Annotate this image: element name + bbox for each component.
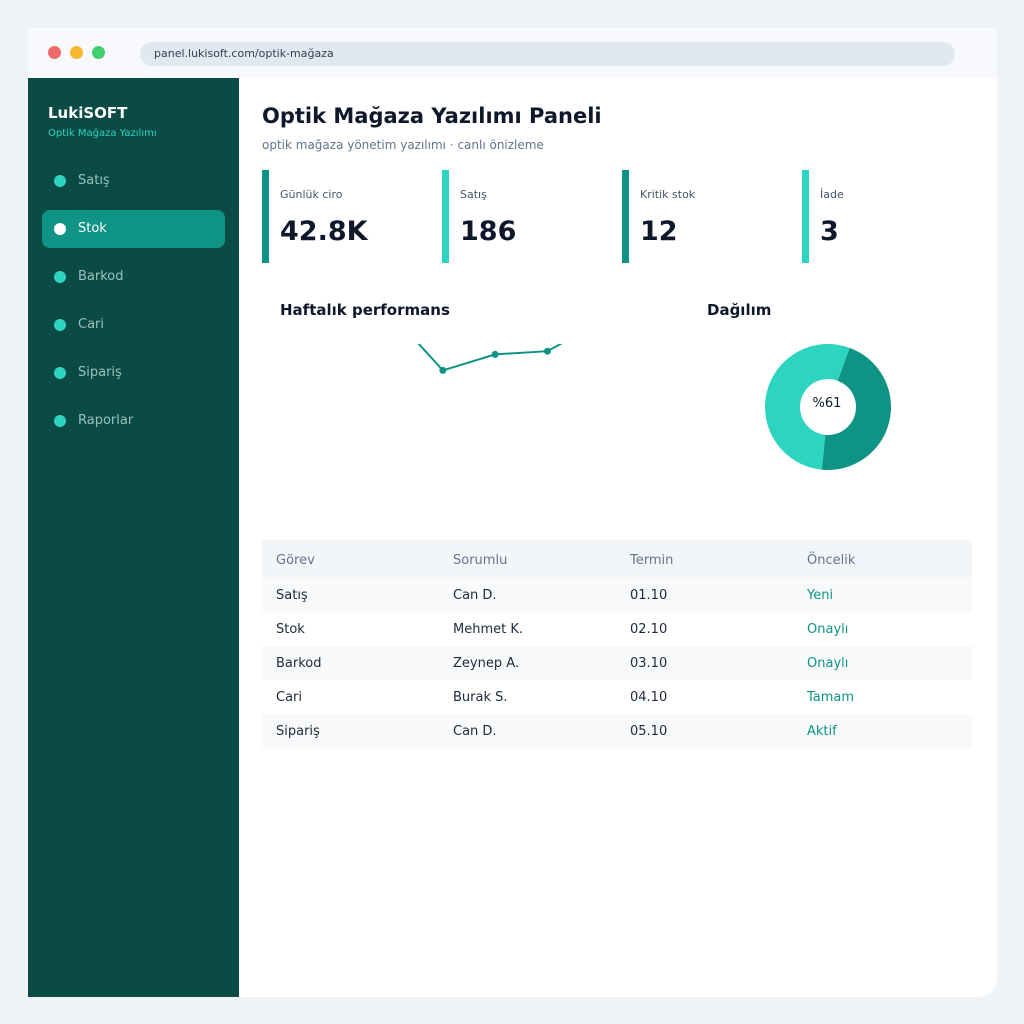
- cell-oncelik-status: Onaylı: [807, 622, 849, 637]
- kpi-value: 3: [820, 216, 839, 247]
- performance-title: Haftalık performans: [280, 301, 450, 319]
- table-row[interactable]: Barkod Zeynep A. 03.10 Onaylı: [262, 646, 972, 680]
- nav-dot-icon: [54, 319, 66, 331]
- cell-termin: 05.10: [630, 724, 668, 739]
- donut-center-label: %61: [812, 396, 842, 411]
- table-header-row: Görev Sorumlu Termin Öncelik: [262, 540, 972, 578]
- kpi-card-iade: İade 3: [802, 170, 962, 263]
- sidebar-item-barkod[interactable]: Barkod: [42, 258, 225, 296]
- cell-termin: 02.10: [630, 622, 668, 637]
- column-header-oncelik: Öncelik: [807, 553, 856, 568]
- address-bar[interactable]: panel.lukisoft.com/optik-mağaza: [140, 42, 955, 66]
- sidebar-item-stok[interactable]: Stok: [42, 210, 225, 248]
- maximize-window-button[interactable]: [92, 46, 105, 59]
- column-header-sorumlu: Sorumlu: [453, 553, 508, 568]
- performance-line-chart: [417, 344, 563, 374]
- kpi-value: 42.8K: [280, 216, 368, 247]
- kpi-card-satis: Satış 186: [442, 170, 602, 263]
- series-line: [417, 344, 563, 372]
- donut-slice-1[interactable]: [821, 347, 891, 470]
- cell-gorev: Cari: [276, 690, 302, 705]
- kpi-label: Satış: [460, 188, 487, 201]
- sidebar-item-label: Barkod: [78, 269, 124, 284]
- cell-sorumlu: Can D.: [453, 588, 497, 603]
- cell-termin: 01.10: [630, 588, 668, 603]
- kpi-value: 12: [640, 216, 678, 247]
- nav-dot-icon: [54, 415, 66, 427]
- data-point-5[interactable]: [491, 350, 499, 358]
- cell-oncelik-status: Yeni: [807, 588, 834, 603]
- browser-titlebar: panel.lukisoft.com/optik-mağaza: [28, 28, 997, 78]
- sidebar-item-label: Raporlar: [78, 413, 134, 428]
- close-window-button[interactable]: [48, 46, 61, 59]
- column-header-gorev: Görev: [276, 553, 315, 568]
- task-table: Görev Sorumlu Termin Öncelik Satış Can D…: [262, 540, 972, 748]
- page-title: Optik Mağaza Yazılımı Paneli: [262, 104, 602, 128]
- distribution-donut-chart: [765, 344, 891, 470]
- kpi-label: İade: [820, 188, 844, 201]
- nav-dot-icon: [54, 223, 66, 235]
- donut-slice-2[interactable]: [765, 344, 850, 470]
- table-row[interactable]: Satış Can D. 01.10 Yeni: [262, 578, 972, 612]
- cell-sorumlu: Mehmet K.: [453, 622, 524, 637]
- kpi-label: Günlük ciro: [280, 188, 343, 201]
- brand-name: LukiSOFT: [48, 104, 128, 122]
- browser-window: panel.lukisoft.com/optik-mağaza LukiSOFT…: [28, 28, 997, 997]
- kpi-label: Kritik stok: [640, 188, 696, 201]
- data-point-6[interactable]: [543, 347, 551, 355]
- table-row[interactable]: Cari Burak S. 04.10 Tamam: [262, 680, 972, 714]
- cell-oncelik-status: Tamam: [807, 690, 855, 705]
- sidebar-item-label: Cari: [78, 317, 104, 332]
- cell-gorev: Stok: [276, 622, 305, 637]
- nav-dot-icon: [54, 367, 66, 379]
- cell-oncelik-status: Aktif: [807, 724, 837, 739]
- kpi-card-ciro: Günlük ciro 42.8K: [262, 170, 422, 263]
- nav-dot-icon: [54, 175, 66, 187]
- data-point-4[interactable]: [439, 366, 447, 374]
- sidebar-item-siparis[interactable]: Sipariş: [42, 354, 225, 392]
- column-header-termin: Termin: [630, 553, 674, 568]
- nav-dot-icon: [54, 271, 66, 283]
- cell-termin: 03.10: [630, 656, 668, 671]
- main-content: Optik Mağaza Yazılımı Paneli optik mağaz…: [239, 78, 997, 997]
- table-row[interactable]: Stok Mehmet K. 02.10 Onaylı: [262, 612, 972, 646]
- cell-gorev: Sipariş: [276, 724, 320, 739]
- cell-sorumlu: Burak S.: [453, 690, 508, 705]
- distribution-title: Dağılım: [707, 301, 772, 319]
- cell-gorev: Barkod: [276, 656, 322, 671]
- kpi-value: 186: [460, 216, 517, 247]
- cell-oncelik-status: Onaylı: [807, 656, 849, 671]
- page-subtitle: optik mağaza yönetim yazılımı · canlı ön…: [262, 138, 544, 152]
- sidebar-item-label: Sipariş: [78, 365, 122, 380]
- brand-subtitle: Optik Mağaza Yazılımı: [48, 128, 157, 139]
- sidebar-item-satis[interactable]: Satış: [42, 162, 225, 200]
- sidebar-item-raporlar[interactable]: Raporlar: [42, 402, 225, 440]
- kpi-card-kritik-stok: Kritik stok 12: [622, 170, 782, 263]
- cell-termin: 04.10: [630, 690, 668, 705]
- cell-gorev: Satış: [276, 588, 308, 603]
- table-row[interactable]: Sipariş Can D. 05.10 Aktif: [262, 714, 972, 748]
- sidebar-item-cari[interactable]: Cari: [42, 306, 225, 344]
- sidebar-item-label: Satış: [78, 173, 110, 188]
- minimize-window-button[interactable]: [70, 46, 83, 59]
- cell-sorumlu: Can D.: [453, 724, 497, 739]
- sidebar: LukiSOFT Optik Mağaza Yazılımı Satış Sto…: [28, 78, 239, 997]
- cell-sorumlu: Zeynep A.: [453, 656, 520, 671]
- sidebar-item-label: Stok: [78, 221, 107, 236]
